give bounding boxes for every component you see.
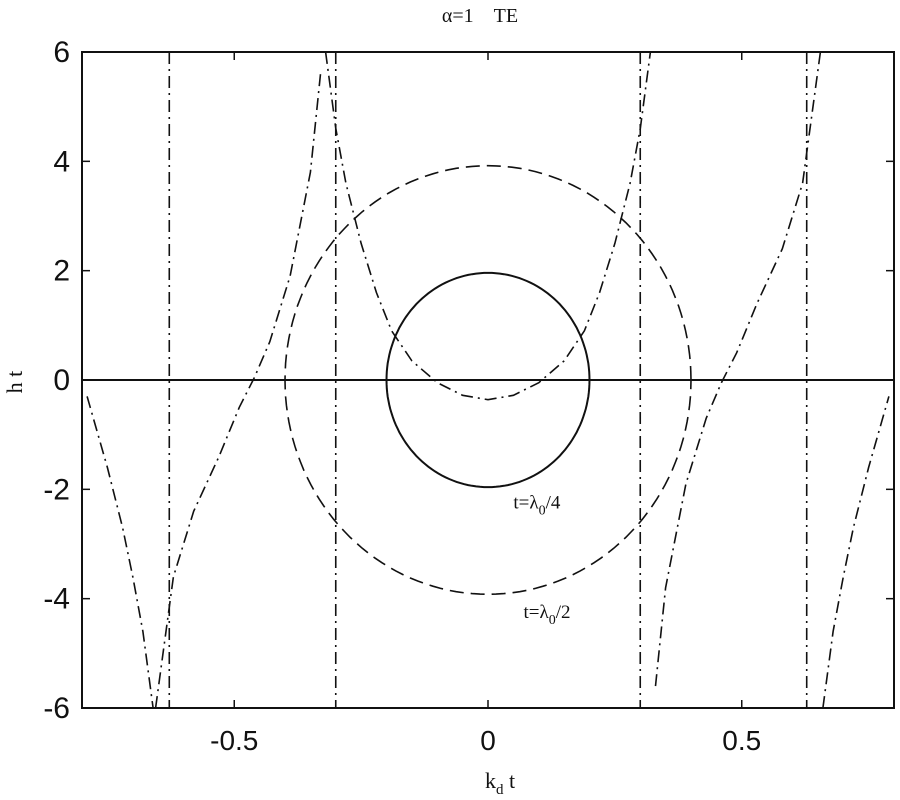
axis-ticks: 6 4 2 0 -2 -4 -6 -0.5 0 0.5 — [43, 36, 894, 756]
y-tick-label: 4 — [53, 145, 70, 178]
y-tick-label: 0 — [53, 364, 70, 397]
y-tick-label: 2 — [53, 255, 70, 288]
plot-marks — [82, 52, 894, 708]
x-tick-label: 0 — [480, 725, 496, 756]
x-axis-label-sub: d — [496, 782, 504, 798]
y-tick-label: 6 — [53, 36, 70, 69]
y-axis-label: h t — [2, 371, 27, 394]
annotations: t=λ0/4 t=λ0/2 — [513, 492, 570, 627]
x-tick-label: 0.5 — [722, 725, 761, 756]
x-axis-label: kd t — [485, 768, 515, 798]
svg-text:kd t: kd t — [485, 768, 515, 798]
chart-title: α=1 TE — [442, 5, 518, 27]
curve-annotation: t=λ0/2 — [524, 602, 571, 628]
series-curve-right — [654, 52, 822, 687]
series-curve-far_left — [86, 396, 154, 708]
series-curve-center — [324, 52, 652, 401]
x-axis-label-tail: t — [503, 768, 515, 793]
series-curve-far_right — [822, 396, 890, 708]
series-curve-left — [154, 73, 322, 708]
x-tick-label: -0.5 — [210, 725, 258, 756]
y-tick-label: -2 — [43, 473, 70, 506]
curve-annotation: t=λ0/4 — [513, 492, 560, 518]
y-tick-label: -6 — [43, 692, 70, 725]
y-tick-label: -4 — [43, 583, 70, 616]
x-axis-label-main: k — [485, 768, 496, 793]
